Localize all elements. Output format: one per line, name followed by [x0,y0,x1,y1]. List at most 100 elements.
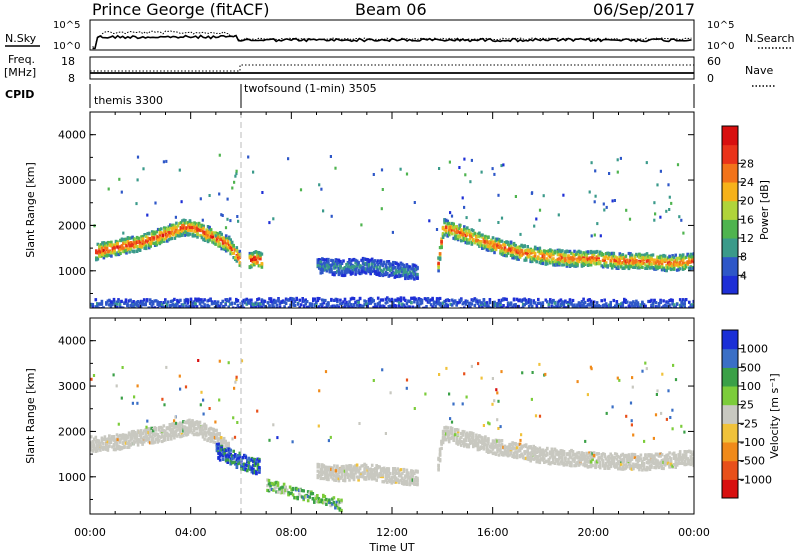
heatmap-cell-band-2 [335,500,339,504]
heatmap-cell-band-4 [547,302,551,307]
heatmap-cell-sparse [519,232,522,236]
heatmap-cell-band-3 [348,474,351,478]
heatmap-cell-band-3 [324,476,327,480]
heatmap-cell-band-3 [367,477,371,481]
heatmap-cell-band-3 [456,229,460,233]
heatmap-cell-band-0 [214,232,217,236]
heatmap-cell-band-3 [446,233,449,238]
heatmap-cell-band-2 [396,266,400,270]
heatmap-cell-band-0 [99,444,102,448]
heatmap-cell-band-4 [429,303,433,307]
heatmap-cell-band-2 [339,271,342,275]
heatmap-cell-band-4 [502,304,505,308]
heatmap-cell-band-2 [372,267,375,271]
heatmap-cell-band-4 [195,299,199,303]
heatmap-cell-band-2 [357,262,360,266]
heatmap-cell-band-0 [206,239,210,243]
heatmap-cell-band-4 [339,298,342,302]
heatmap-cell-band-0 [143,241,146,245]
heatmap-cell-band-2 [296,495,299,499]
heatmap-cell-band-4 [354,300,357,304]
heatmap-cell-band-3 [340,465,344,469]
heatmap-cell-band-3 [413,482,416,486]
heatmap-cell-band-4 [118,302,122,306]
heatmap-cell-band-4 [198,302,202,306]
heatmap-cell-band-3 [517,249,520,253]
heatmap-cell-band-3 [603,259,606,263]
heatmap-cell-band-4 [665,300,668,304]
heatmap-cell-sparse [229,219,232,223]
heatmap-cell-band-4 [100,299,104,303]
heatmap-cell-band-1 [241,467,245,471]
heatmap-cell-band-3 [378,474,381,478]
heatmap-cell-band-0 [122,247,125,251]
heatmap-cell-sparse [413,201,416,204]
heatmap-cell-band-3 [579,257,582,261]
heatmap-cell-band-0 [193,229,196,233]
heatmap-cell-band-3 [533,247,537,251]
heatmap-cell-band-2 [336,265,339,269]
power-ytick-label: 2000 [58,219,86,232]
heatmap-cell-band-0 [193,223,196,227]
cpid-mode-2: twofsound (1-min) 3505 [244,82,377,95]
heatmap-cell-band-0 [94,449,98,453]
heatmap-cell-band-3 [672,263,676,267]
heatmap-cell-sparse [220,213,223,217]
heatmap-cell-band-3 [666,266,670,270]
heatmap-cell-band-1 [235,458,239,462]
heatmap-cell-band-1 [260,252,264,256]
freq-tick-bottom: 8 [68,72,75,85]
heatmap-cell-band-0 [168,423,172,427]
heatmap-cell-band-4 [443,433,446,437]
heatmap-cell-band-4 [106,299,110,303]
heatmap-cell-band-3 [464,229,468,233]
heatmap-cell-band-0 [180,432,184,437]
heatmap-cell-band-2 [325,258,329,262]
heatmap-cell-band-4 [102,306,105,308]
heatmap-cell-band-0 [126,445,129,449]
heatmap-cell-band-0 [235,255,239,259]
heatmap-cell-band-2 [399,262,403,266]
heatmap-cell-band-0 [119,251,122,255]
heatmap-cell-band-2 [349,272,353,276]
heatmap-cell-band-4 [351,296,354,300]
heatmap-cell-band-0 [139,432,143,436]
heatmap-cell-band-0 [150,240,154,244]
heatmap-cell-band-3 [376,466,380,470]
heatmap-cell-band-4 [369,296,372,301]
heatmap-cell-band-4 [132,304,135,308]
heatmap-cell-band-3 [384,478,388,482]
heatmap-cell-band-3 [375,473,378,477]
heatmap-cell-band-3 [568,257,572,261]
heatmap-cell-band-2 [373,263,377,267]
heatmap-cell-band-0 [93,447,96,451]
heatmap-cell-band-1 [238,456,242,460]
heatmap-cell-band-3 [514,243,517,248]
heatmap-cell-band-3 [562,258,566,262]
heatmap-cell-band-3 [583,259,587,263]
heatmap-cell-band-0 [203,237,207,241]
heatmap-cell-band-0 [162,424,166,428]
heatmap-cell-band-1 [254,250,258,254]
heatmap-cell-band-3 [349,468,353,472]
heatmap-cell-band-3 [589,256,593,260]
heatmap-cell-band-0 [161,239,165,243]
heatmap-cell-band-3 [387,473,391,477]
heatmap-cell-band-3 [689,255,693,259]
heatmap-cell-band-4 [629,301,632,305]
heatmap-cell-band-2 [336,269,339,273]
heatmap-cell-band-4 [334,297,338,301]
heatmap-cell-band-4 [431,298,434,302]
colorbar-tick-label: 20 [740,195,754,208]
heatmap-cell-band-0 [218,234,222,238]
heatmap-cell-band-3 [675,261,679,265]
heatmap-cell-band-4 [382,306,386,308]
heatmap-cell-band-0 [152,236,155,240]
heatmap-cell-band-3 [583,252,587,256]
heatmap-cell-band-0 [98,252,101,256]
heatmap-cell-band-4 [224,303,227,307]
heatmap-cell-band-0 [223,239,226,243]
heatmap-cell-band-4 [636,303,640,307]
heatmap-cell-band-4 [470,441,474,445]
heatmap-cell-band-4 [535,304,539,308]
